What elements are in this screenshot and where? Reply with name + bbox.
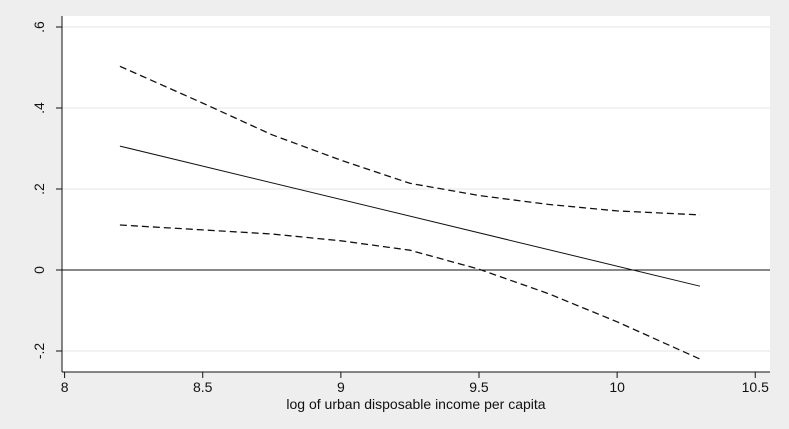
- y-tick-label-1: 0: [31, 266, 47, 274]
- y-tick-label-2: .2: [31, 183, 47, 195]
- x-tick-label-4: 10: [609, 379, 625, 395]
- y-tick-label-0: -.2: [31, 343, 47, 360]
- axes-layer: [61, 16, 770, 373]
- x-tick-label-5: 10.5: [742, 379, 769, 395]
- x-tick-label-0: 8: [61, 379, 69, 395]
- y-tick-label-3: .4: [31, 102, 47, 114]
- x-tick-label-3: 9.5: [469, 379, 489, 395]
- lower-confidence-line: [119, 224, 701, 360]
- estimate-line: [119, 145, 701, 287]
- series-layer: [119, 65, 701, 360]
- upper-confidence-line: [119, 65, 701, 216]
- y-tick-label-4: .6: [31, 21, 47, 33]
- x-tick-label-1: 8.5: [193, 379, 213, 395]
- ticks-layer: 8 8.5 9 9.5 10 10.5 -.2 0 .2 .4 .6: [31, 21, 769, 395]
- x-axis-label: log of urban disposable income per capit…: [286, 396, 545, 412]
- plot-area: [62, 16, 770, 372]
- x-tick-label-2: 9: [337, 379, 345, 395]
